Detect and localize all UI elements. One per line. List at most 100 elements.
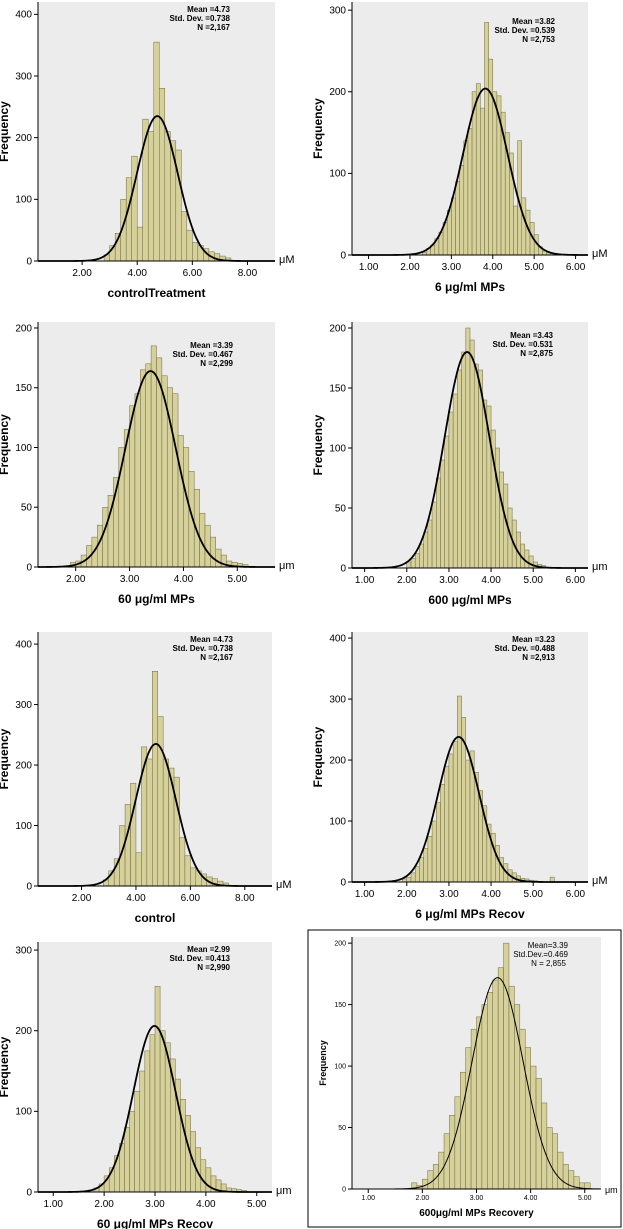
x-tick-label: 6.00 (181, 893, 201, 904)
histogram-bar (460, 1071, 466, 1190)
histogram-bar (205, 1167, 212, 1193)
histogram-bar (427, 1170, 434, 1190)
y-tick-label: 150 (15, 383, 32, 394)
y-tick-label: 50 (338, 1125, 346, 1132)
histogram-bar (134, 393, 141, 568)
histogram-bar (431, 820, 437, 883)
histogram-bar (444, 765, 450, 883)
histogram-bar (145, 363, 152, 568)
histogram-bar (451, 197, 456, 256)
x-unit-label: μM (279, 254, 295, 266)
stats-mean: Mean =2.99 (187, 945, 230, 954)
histogram-bar (519, 1028, 526, 1190)
stats-std-dev: Std. Dev. =0.413 (169, 954, 230, 963)
y-tick-label: 100 (334, 1063, 346, 1070)
x-tick-label: 4.00 (524, 1195, 538, 1202)
x-tick-label: 1.00 (355, 575, 375, 586)
histogram-bar (129, 405, 136, 568)
histogram-bar (448, 753, 454, 883)
y-tick-label: 300 (15, 945, 32, 956)
histogram-bar (431, 501, 437, 569)
histogram-bar (461, 351, 467, 569)
x-tick-label: 3.00 (439, 575, 459, 586)
y-tick-label: 400 (15, 639, 32, 650)
histogram-bar (465, 327, 471, 569)
histogram-bar (147, 131, 154, 262)
y-tick-label: 0 (26, 1187, 32, 1198)
x-tick-label: 4.00 (483, 262, 503, 273)
x-tick-label: 6.00 (183, 268, 203, 279)
histogram-bar (444, 435, 450, 569)
histogram-bar (180, 1099, 186, 1193)
y-tick-label: 0 (340, 250, 346, 261)
histogram-bar (410, 558, 416, 569)
x-tick-label: 6.00 (566, 262, 586, 273)
x-tick-label: 5.00 (247, 1199, 267, 1210)
stats-n: N = 2,855 (531, 959, 566, 968)
panel-frame (307, 929, 622, 1228)
y-axis-label: Frequency (311, 98, 325, 159)
histogram-bar (184, 855, 191, 887)
x-unit-label: μM (592, 248, 608, 260)
stats-std-dev: Std. Dev. =0.738 (172, 644, 233, 653)
histogram-bar (440, 784, 445, 883)
x-tick-label: 2.00 (94, 1199, 114, 1210)
y-tick-label: 50 (21, 503, 33, 514)
stats-n: N =2,990 (197, 963, 230, 972)
x-tick-label: 3.00 (439, 889, 459, 900)
x-tick-label: 5.00 (524, 262, 544, 273)
y-tick-label: 100 (329, 816, 346, 827)
y-axis-label: Frequency (318, 1040, 328, 1086)
histogram-bar (162, 758, 169, 887)
histogram-bar (200, 1159, 207, 1193)
stats-mean: Mean =3.82 (512, 17, 555, 26)
histogram-bar (204, 524, 211, 568)
stats-std-dev: Std. Dev. =0.531 (492, 340, 553, 349)
stats-n: N =2,753 (522, 35, 555, 44)
histogram-panel-2: 0 100 200 300 1.00 2.00 3.00 4.00 5.00 6.00 μM Freq… (311, 2, 608, 294)
y-tick-label: 100 (15, 1107, 32, 1118)
y-axis-label: Frequency (311, 726, 325, 787)
histogram-bar (487, 992, 493, 1190)
histogram-bar (521, 197, 527, 256)
x-tick-label: 4.00 (481, 575, 501, 586)
histogram-bar (552, 1133, 558, 1190)
histogram-bar (183, 447, 190, 568)
x-tick-label: 6.00 (566, 889, 586, 900)
histogram-bar (530, 1065, 537, 1190)
x-tick-label: 2.00 (72, 893, 92, 904)
x-tick-label: 3.00 (120, 574, 140, 585)
y-tick-label: 150 (334, 1002, 346, 1009)
histogram-bar (457, 369, 462, 569)
stats-std-dev: Std. Dev. =0.539 (494, 26, 555, 35)
histogram-bar (129, 1111, 135, 1193)
histogram-panel-3: 0 50 100 150 200 2.00 3.00 4.00 5.00 μm Frequency 6… (0, 322, 295, 606)
x-axis-title: control (135, 911, 176, 925)
histogram-bar (469, 339, 475, 569)
histogram-bar (524, 549, 530, 569)
x-tick-label: 5.00 (228, 574, 248, 585)
stats-n: N =2,167 (197, 23, 230, 32)
histogram-panel-7: 0 100 200 300 1.00 2.00 3.00 4.00 5.00 μm Frequenc… (0, 942, 292, 1229)
histogram-bar (457, 695, 462, 883)
histogram-bar (414, 866, 420, 883)
x-unit-label: μm (592, 561, 608, 573)
y-tick-label: 400 (329, 633, 346, 644)
histogram-panel-8: 0 50 100 150 200 1.00 2.00 3.00 4.00 5.00 μm Freque… (307, 929, 622, 1228)
x-tick-label: 5.00 (578, 1195, 592, 1202)
y-tick-label: 300 (329, 694, 346, 705)
histogram-bar (480, 107, 485, 256)
x-unit-label: μm (279, 560, 295, 572)
histogram-bar (150, 345, 157, 568)
y-axis-label: Frequency (0, 414, 11, 475)
x-tick-label: 4.00 (196, 1199, 216, 1210)
stats-std-dev: Std. Dev. =0.738 (169, 14, 230, 23)
x-unit-label: μM (276, 879, 292, 891)
y-tick-label: 0 (340, 563, 346, 574)
stats-mean: Mean =3.43 (510, 331, 553, 340)
